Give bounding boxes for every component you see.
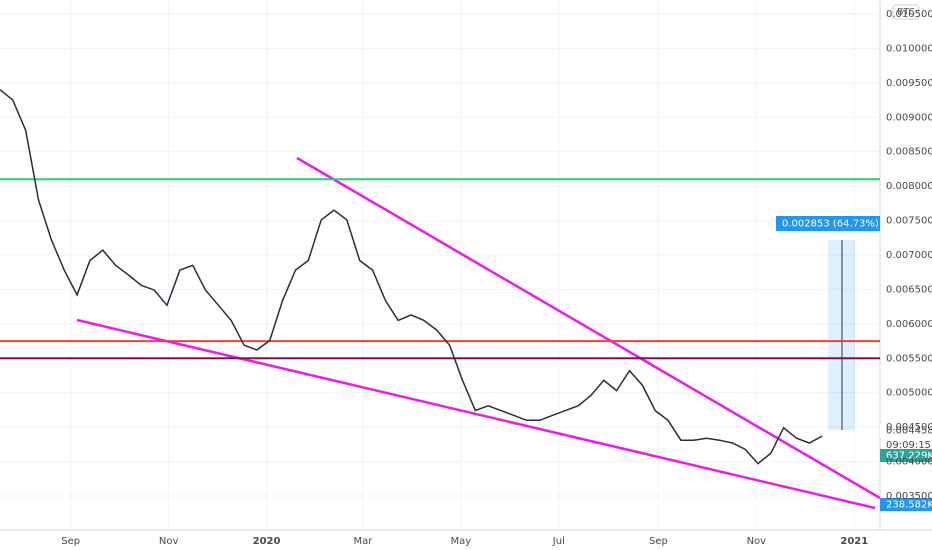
y-tick-label: 0.007000 — [886, 250, 932, 261]
y-tick-label: 0.010000 — [886, 43, 932, 54]
y-tick-label: 0.005000 — [886, 388, 932, 399]
trendline-lower — [76, 318, 876, 510]
y-tick-label: 0.008000 — [886, 181, 932, 192]
y-tick-label: 0.006000 — [886, 319, 932, 330]
y-tick-label: 0.008500 — [886, 147, 932, 158]
measure-label: 0.002853 (64.73%) — [782, 219, 879, 230]
last-price: 0.004458 — [886, 426, 932, 437]
price-line — [0, 89, 823, 465]
volume-label: 637.229K — [886, 451, 932, 462]
x-tick-label: Nov — [159, 536, 179, 547]
measure-box — [776, 216, 880, 231]
y-tick-label: 0.003500 — [886, 491, 932, 502]
x-tick-label: Nov — [747, 536, 767, 547]
y-tick-label: 0.005500 — [886, 353, 932, 364]
volume-ma-box — [880, 498, 932, 511]
x-tick-label: Sep — [649, 536, 668, 547]
x-tick-label: 2021 — [840, 536, 868, 547]
currency: BTC — [897, 8, 914, 18]
y-tick-label: 0.009500 — [886, 78, 932, 89]
volume-ma-label: 238.582K — [886, 500, 932, 511]
countdown: 09:09:15 — [886, 440, 931, 451]
x-tick-label: 2020 — [253, 536, 281, 547]
y-tick-label: 0.004500 — [886, 422, 932, 433]
y-tick-label: 0.004000 — [886, 457, 932, 468]
currency-box — [892, 4, 920, 20]
x-tick-label: Jul — [552, 536, 565, 547]
trendline-upper — [296, 156, 881, 500]
y-tick-label: 0.010500 — [886, 9, 932, 20]
x-tick-label: May — [451, 536, 472, 547]
last-price-box — [880, 424, 932, 437]
y-tick-label: 0.006500 — [886, 284, 932, 295]
x-tick-label: Mar — [353, 536, 373, 547]
volume-box — [880, 449, 932, 462]
y-tick-label: 0.009000 — [886, 112, 932, 123]
x-tick-label: Sep — [61, 536, 80, 547]
y-tick-label: 0.007500 — [886, 216, 932, 227]
